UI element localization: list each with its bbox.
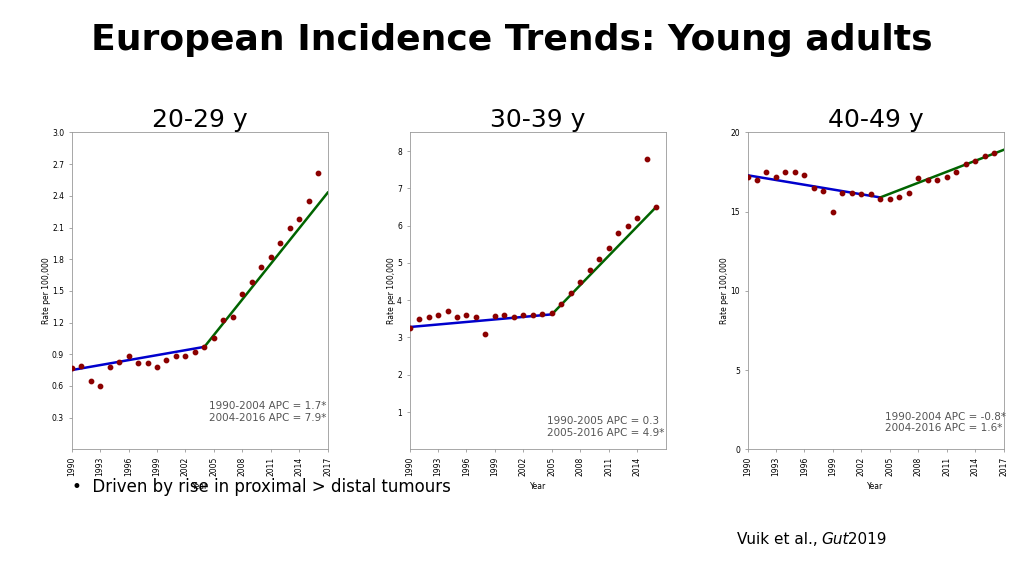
Point: [524, 310, 541, 320]
Point: [591, 255, 607, 264]
Point: [920, 175, 936, 184]
Text: 1990-2005 APC = 0.3
2005-2016 APC = 4.9*: 1990-2005 APC = 0.3 2005-2016 APC = 4.9*: [547, 416, 665, 438]
Point: [111, 357, 127, 366]
Text: Vuik et al.,: Vuik et al.,: [737, 532, 823, 547]
Point: [967, 157, 983, 166]
Point: [815, 187, 831, 196]
Point: [477, 329, 494, 338]
Point: [506, 312, 522, 321]
Point: [976, 151, 992, 161]
Point: [168, 352, 184, 361]
Point: [797, 170, 813, 180]
Point: [421, 312, 437, 321]
Point: [910, 174, 927, 183]
Point: [63, 363, 80, 373]
Point: [610, 229, 627, 238]
Point: [515, 310, 531, 320]
Point: [786, 168, 803, 177]
Point: [844, 188, 860, 198]
Point: [159, 355, 175, 364]
Title: 30-39 y: 30-39 y: [489, 108, 586, 132]
Point: [835, 188, 851, 198]
Point: [139, 358, 156, 367]
Point: [206, 334, 222, 343]
Point: [544, 309, 560, 318]
Point: [130, 358, 146, 367]
Point: [986, 149, 1002, 158]
Point: [197, 342, 213, 351]
Title: 40-49 y: 40-49 y: [827, 108, 924, 132]
Point: [486, 311, 503, 320]
Point: [862, 190, 879, 199]
Point: [121, 352, 137, 361]
Text: Gut: Gut: [821, 532, 849, 547]
Point: [148, 362, 165, 372]
Point: [244, 278, 260, 287]
Point: [101, 362, 118, 372]
Point: [638, 154, 654, 163]
Y-axis label: Rate per 100,000: Rate per 100,000: [387, 257, 395, 324]
X-axis label: Year: Year: [867, 482, 884, 491]
Text: 1990-2004 APC = 1.7*
2004-2016 APC = 7.9*: 1990-2004 APC = 1.7* 2004-2016 APC = 7.9…: [209, 401, 327, 423]
Point: [957, 160, 974, 169]
Point: [891, 193, 907, 202]
Text: 2019: 2019: [843, 532, 886, 547]
Y-axis label: Rate per 100,000: Rate per 100,000: [720, 257, 729, 324]
Point: [759, 168, 775, 177]
Title: 20-29 y: 20-29 y: [152, 108, 248, 132]
Point: [439, 307, 456, 316]
Text: 1990-2004 APC = -0.8*
2004-2016 APC = 1.6*: 1990-2004 APC = -0.8* 2004-2016 APC = 1.…: [885, 412, 1006, 434]
Point: [282, 223, 298, 232]
Point: [948, 168, 965, 177]
Point: [600, 244, 616, 253]
Point: [882, 195, 898, 204]
Point: [234, 289, 251, 298]
Point: [900, 188, 916, 198]
Point: [186, 347, 203, 357]
Point: [291, 214, 307, 223]
Point: [872, 195, 889, 204]
Point: [553, 300, 569, 309]
Point: [749, 175, 765, 184]
Point: [73, 361, 89, 370]
Point: [459, 310, 475, 320]
Text: European Incidence Trends: Young adults: European Incidence Trends: Young adults: [91, 23, 933, 57]
X-axis label: Year: Year: [529, 482, 546, 491]
Point: [262, 252, 279, 262]
Point: [92, 381, 109, 391]
Point: [777, 168, 794, 177]
Point: [468, 312, 484, 321]
Point: [806, 183, 822, 192]
Point: [768, 172, 784, 181]
Point: [938, 172, 954, 181]
Point: [449, 312, 465, 321]
Point: [272, 239, 289, 248]
Point: [83, 376, 99, 385]
Point: [648, 202, 665, 211]
Point: [629, 214, 645, 223]
Point: [582, 266, 598, 275]
Point: [253, 262, 269, 271]
Point: [853, 190, 869, 199]
Point: [620, 221, 636, 230]
Point: [929, 175, 945, 184]
Point: [300, 196, 316, 206]
Point: [224, 313, 241, 322]
Point: [401, 324, 418, 333]
Point: [562, 288, 579, 297]
X-axis label: Year: Year: [191, 482, 208, 491]
Point: [215, 316, 231, 325]
Point: [411, 314, 427, 324]
Point: [310, 168, 327, 177]
Point: [177, 352, 194, 361]
Point: [535, 310, 551, 319]
Point: [497, 310, 513, 320]
Y-axis label: Rate per 100,000: Rate per 100,000: [42, 257, 50, 324]
Point: [824, 207, 841, 217]
Point: [572, 277, 589, 286]
Point: [739, 172, 756, 181]
Text: •  Driven by rise in proximal > distal tumours: • Driven by rise in proximal > distal tu…: [72, 478, 451, 496]
Point: [430, 310, 446, 320]
